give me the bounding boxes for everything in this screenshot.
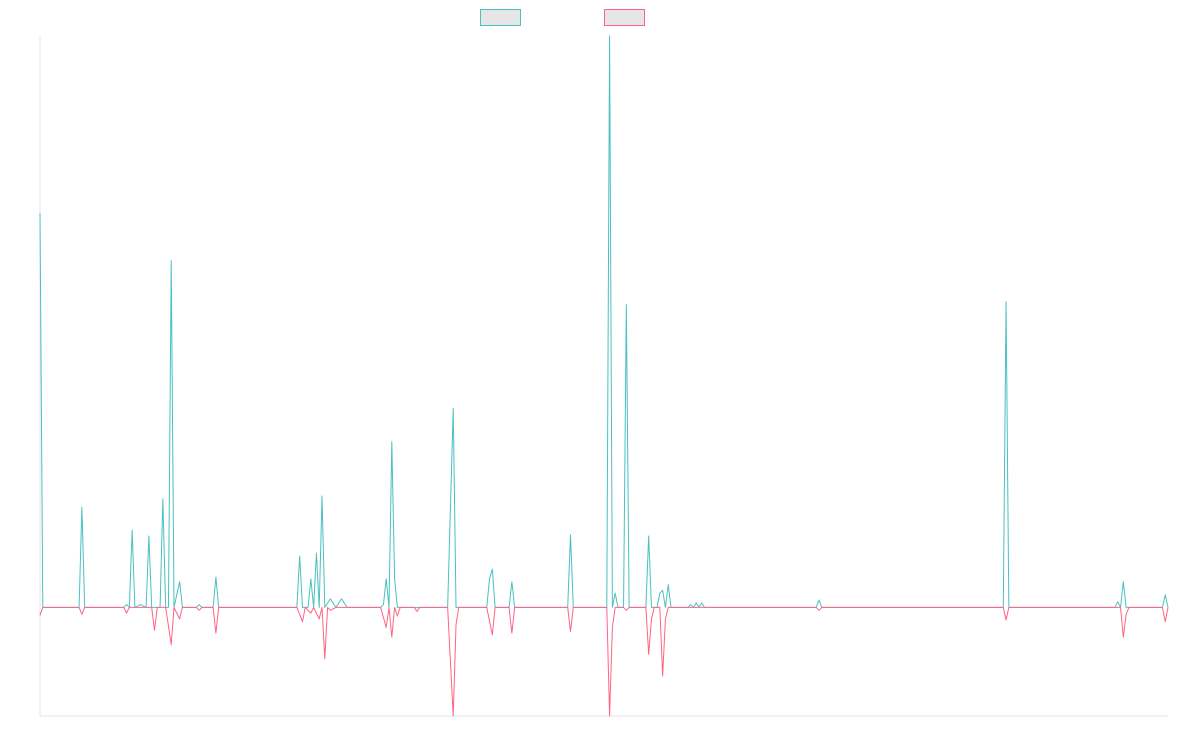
legend-swatch-2: [604, 9, 645, 26]
series-line-2: [39, 606, 1169, 717]
series-line-1: [39, 35, 1169, 608]
legend-swatch-1: [480, 9, 521, 26]
